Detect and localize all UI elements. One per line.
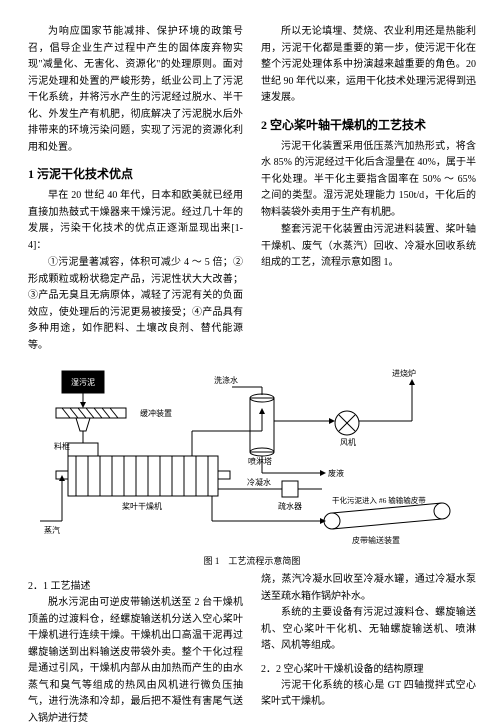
sec22-p1: 污泥干化系统的核心是 GT 四轴搅拌式空心桨叶式干燥机。 <box>261 678 476 711</box>
lbl-dryer: 桨叶干燥机 <box>122 501 162 511</box>
lbl-buffer: 缓冲装置 <box>140 408 172 418</box>
figure-1: 湿污泥 缓冲装置 料框 <box>28 361 476 551</box>
left-column: 为响应国家节能减排、保护环境的政策号召，倡导企业生产过程中产生的固体废弃物实现"… <box>28 24 243 355</box>
right-column: 所以无论填埋、焚烧、农业利用还是热能利用，污泥干化都是重要的第一步，使污泥干化在… <box>261 24 476 355</box>
lbl-out-sludge: 干化污泥进入 #6 输输输皮带 <box>332 495 426 505</box>
figure-caption: 图 1 工艺流程示意简图 <box>28 554 476 567</box>
lbl-furnace: 进烧炉 <box>392 368 416 378</box>
sec21-title: 2．1 工艺描述 <box>28 577 243 592</box>
lbl-scrubber: 喷淋塔 <box>248 456 272 466</box>
sec2-p1: 污泥干化装置采用低压蒸汽加热形式，将含水 85% 的污泥经过干化后含湿量在 40… <box>261 139 476 222</box>
lbl-fan: 风机 <box>340 437 356 447</box>
sec1-p2: ①污泥量著减容，体积可减少 4 ～ 5 倍；②形成颗粒或粉状稳定产品，污泥性状大… <box>28 255 243 354</box>
lbl-trap: 疏水器 <box>278 501 302 511</box>
sec1-title: 1 污泥干化技术优点 <box>28 165 243 182</box>
sec21-cont: 烧，蒸汽冷凝水回收至冷凝水罐，通过冷凝水泵送至疏水箱作锅炉补水。 <box>261 572 476 605</box>
sec2-title: 2 空心桨叶轴干燥机的工艺技术 <box>261 116 476 133</box>
lower-left: 2．1 工艺描述 脱水污泥由可逆皮带输送机送至 2 台干燥机顶盖的过渡料仓，经螺… <box>28 572 243 728</box>
lower-right: 烧，蒸汽冷凝水回收至冷凝水罐，通过冷凝水泵送至疏水箱作锅炉补水。 系统的主要设备… <box>261 572 476 728</box>
lower-columns: 2．1 工艺描述 脱水污泥由可逆皮带输送机送至 2 台干燥机顶盖的过渡料仓，经螺… <box>28 572 476 728</box>
lbl-belt: 皮带输送装置 <box>352 535 400 545</box>
lbl-condensate: 冷凝水 <box>247 477 271 487</box>
sec2-p2: 整套污泥干化装置由污泥进料装置、桨叶轴干燥机、废气（水蒸汽）回收、冷凝水回收系统… <box>261 222 476 272</box>
lbl-washwater: 洗涤水 <box>214 375 238 385</box>
flow-diagram-svg: 湿污泥 缓冲装置 料框 <box>32 361 472 551</box>
sec22-title: 2．2 空心桨叶干燥机设备的结构原理 <box>261 660 476 675</box>
intro-left: 为响应国家节能减排、保护环境的政策号召，倡导企业生产过程中产生的固体废弃物实现"… <box>28 24 243 156</box>
lbl-wet-sludge: 湿污泥 <box>71 377 95 387</box>
intro-right: 所以无论填埋、焚烧、农业利用还是热能利用，污泥干化都是重要的第一步，使污泥干化在… <box>261 24 476 107</box>
sec21-p2: 系统的主要设备有污泥过渡料仓、螺旋输送机、空心桨叶干化机、无轴螺旋输送机、喷淋塔… <box>261 605 476 655</box>
upper-columns: 为响应国家节能减排、保护环境的政策号召，倡导企业生产过程中产生的固体废弃物实现"… <box>28 24 476 355</box>
lbl-waste: 废液 <box>328 468 344 478</box>
sec1-p1: 早在 20 世纪 40 年代，日本和欧美就已经用直接加热鼓式干燥器来干燥污泥。经… <box>28 188 243 254</box>
sec21-p1: 脱水污泥由可逆皮带输送机送至 2 台干燥机顶盖的过渡料仓，经螺旋输送机分送入空心… <box>28 595 243 727</box>
lbl-steam: 蒸汽 <box>44 525 60 535</box>
